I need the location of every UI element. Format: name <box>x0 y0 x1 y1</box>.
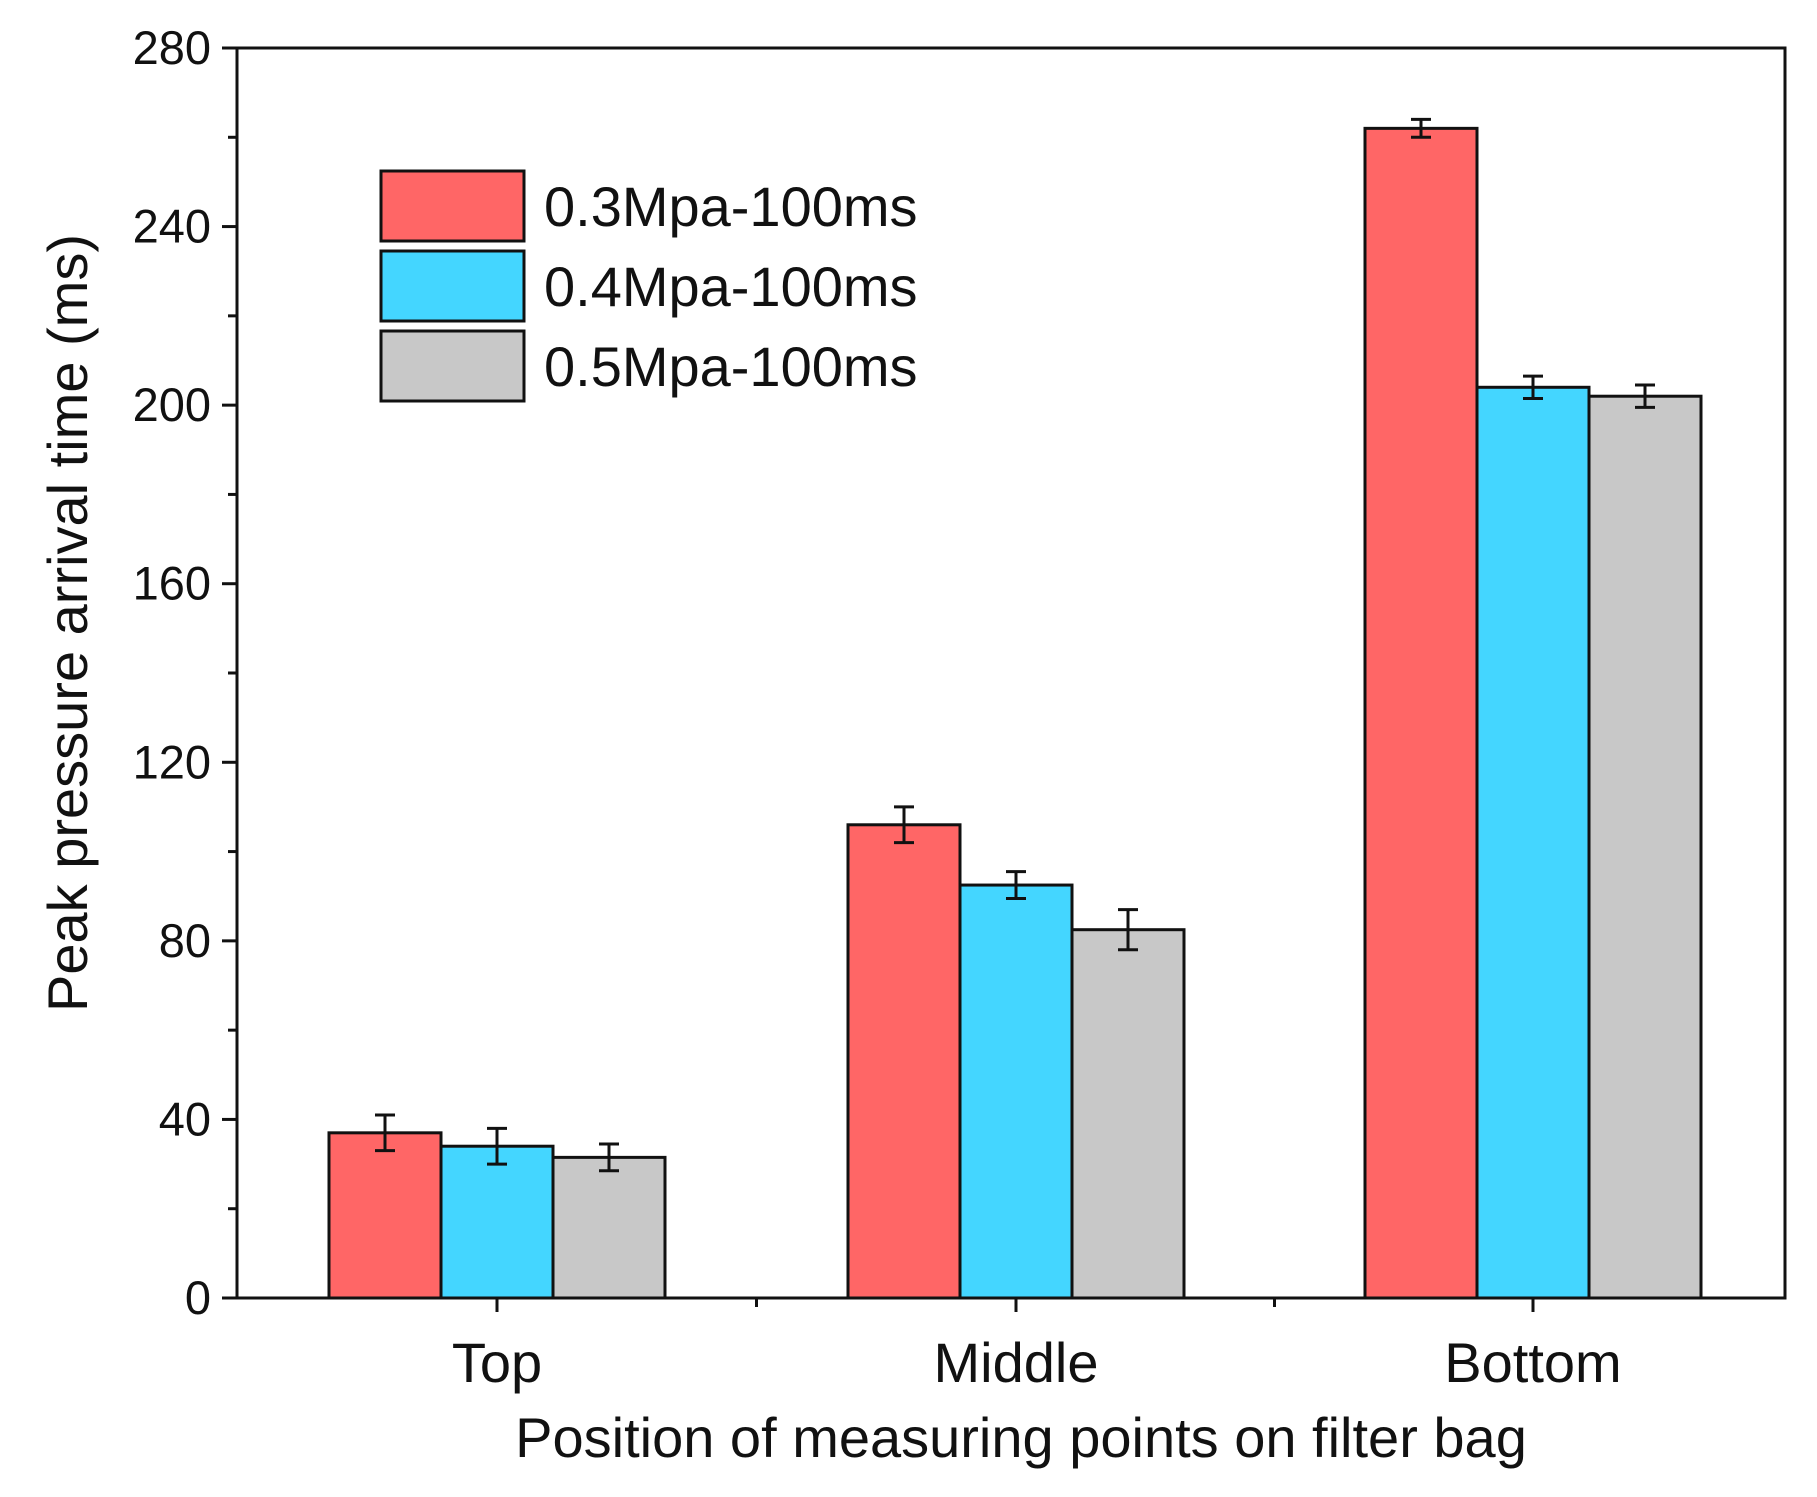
bar-2-middle <box>958 883 1074 1300</box>
y-tick-label: 80 <box>159 914 211 967</box>
error-bars-layer <box>375 117 1655 1173</box>
error-bar <box>487 1126 507 1166</box>
x-category-label: Top <box>452 1331 542 1394</box>
error-bar <box>894 805 914 845</box>
legend-label: 0.4Mpa-100ms <box>544 255 918 318</box>
error-bar <box>1118 908 1138 952</box>
axis-ticks-layer: 0 40 80 120 160 200 240 280 Top Middle Bottom <box>133 21 1622 1394</box>
legend-label: 0.3Mpa-100ms <box>544 175 918 238</box>
legend-item: 0.4Mpa-100ms <box>379 249 918 323</box>
y-tick-label: 0 <box>185 1271 211 1324</box>
y-tick-label: 280 <box>133 21 211 74</box>
error-bar <box>1523 374 1543 400</box>
legend-swatch <box>379 249 526 323</box>
bar-3-middle <box>1070 928 1186 1300</box>
bar-1-bottom <box>1363 126 1479 1300</box>
x-category-label: Middle <box>934 1331 1099 1394</box>
error-bar <box>599 1142 619 1173</box>
legend-label: 0.5Mpa-100ms <box>544 335 918 398</box>
bar-2-top <box>439 1144 555 1300</box>
error-bar <box>1006 870 1026 900</box>
y-tick-label: 240 <box>133 200 211 253</box>
bar-1-top <box>327 1131 443 1300</box>
bar-1-middle <box>846 823 962 1300</box>
x-axis-title: Position of measuring points on filter b… <box>515 1406 1527 1469</box>
y-tick-label: 200 <box>133 378 211 431</box>
legend-swatch <box>379 329 526 403</box>
legend-swatch <box>379 169 526 243</box>
y-tick-label: 120 <box>133 735 211 788</box>
y-tick-label: 160 <box>133 557 211 610</box>
error-bar <box>1635 383 1655 409</box>
y-axis-title: Peak pressure arrival time (ms) <box>36 234 99 1012</box>
legend: 0.3Mpa-100ms 0.4Mpa-100ms 0.5Mpa-100ms <box>379 169 918 403</box>
y-tick-label: 40 <box>159 1092 211 1145</box>
x-category-label: Bottom <box>1444 1331 1621 1394</box>
bar-2-bottom <box>1475 385 1591 1300</box>
bar-3-bottom <box>1587 394 1703 1300</box>
legend-item: 0.3Mpa-100ms <box>379 169 918 243</box>
bars-layer <box>327 126 1703 1300</box>
bar-3-top <box>551 1155 667 1300</box>
error-bar <box>375 1113 395 1153</box>
error-bar <box>1411 117 1431 139</box>
legend-item: 0.5Mpa-100ms <box>379 329 918 403</box>
